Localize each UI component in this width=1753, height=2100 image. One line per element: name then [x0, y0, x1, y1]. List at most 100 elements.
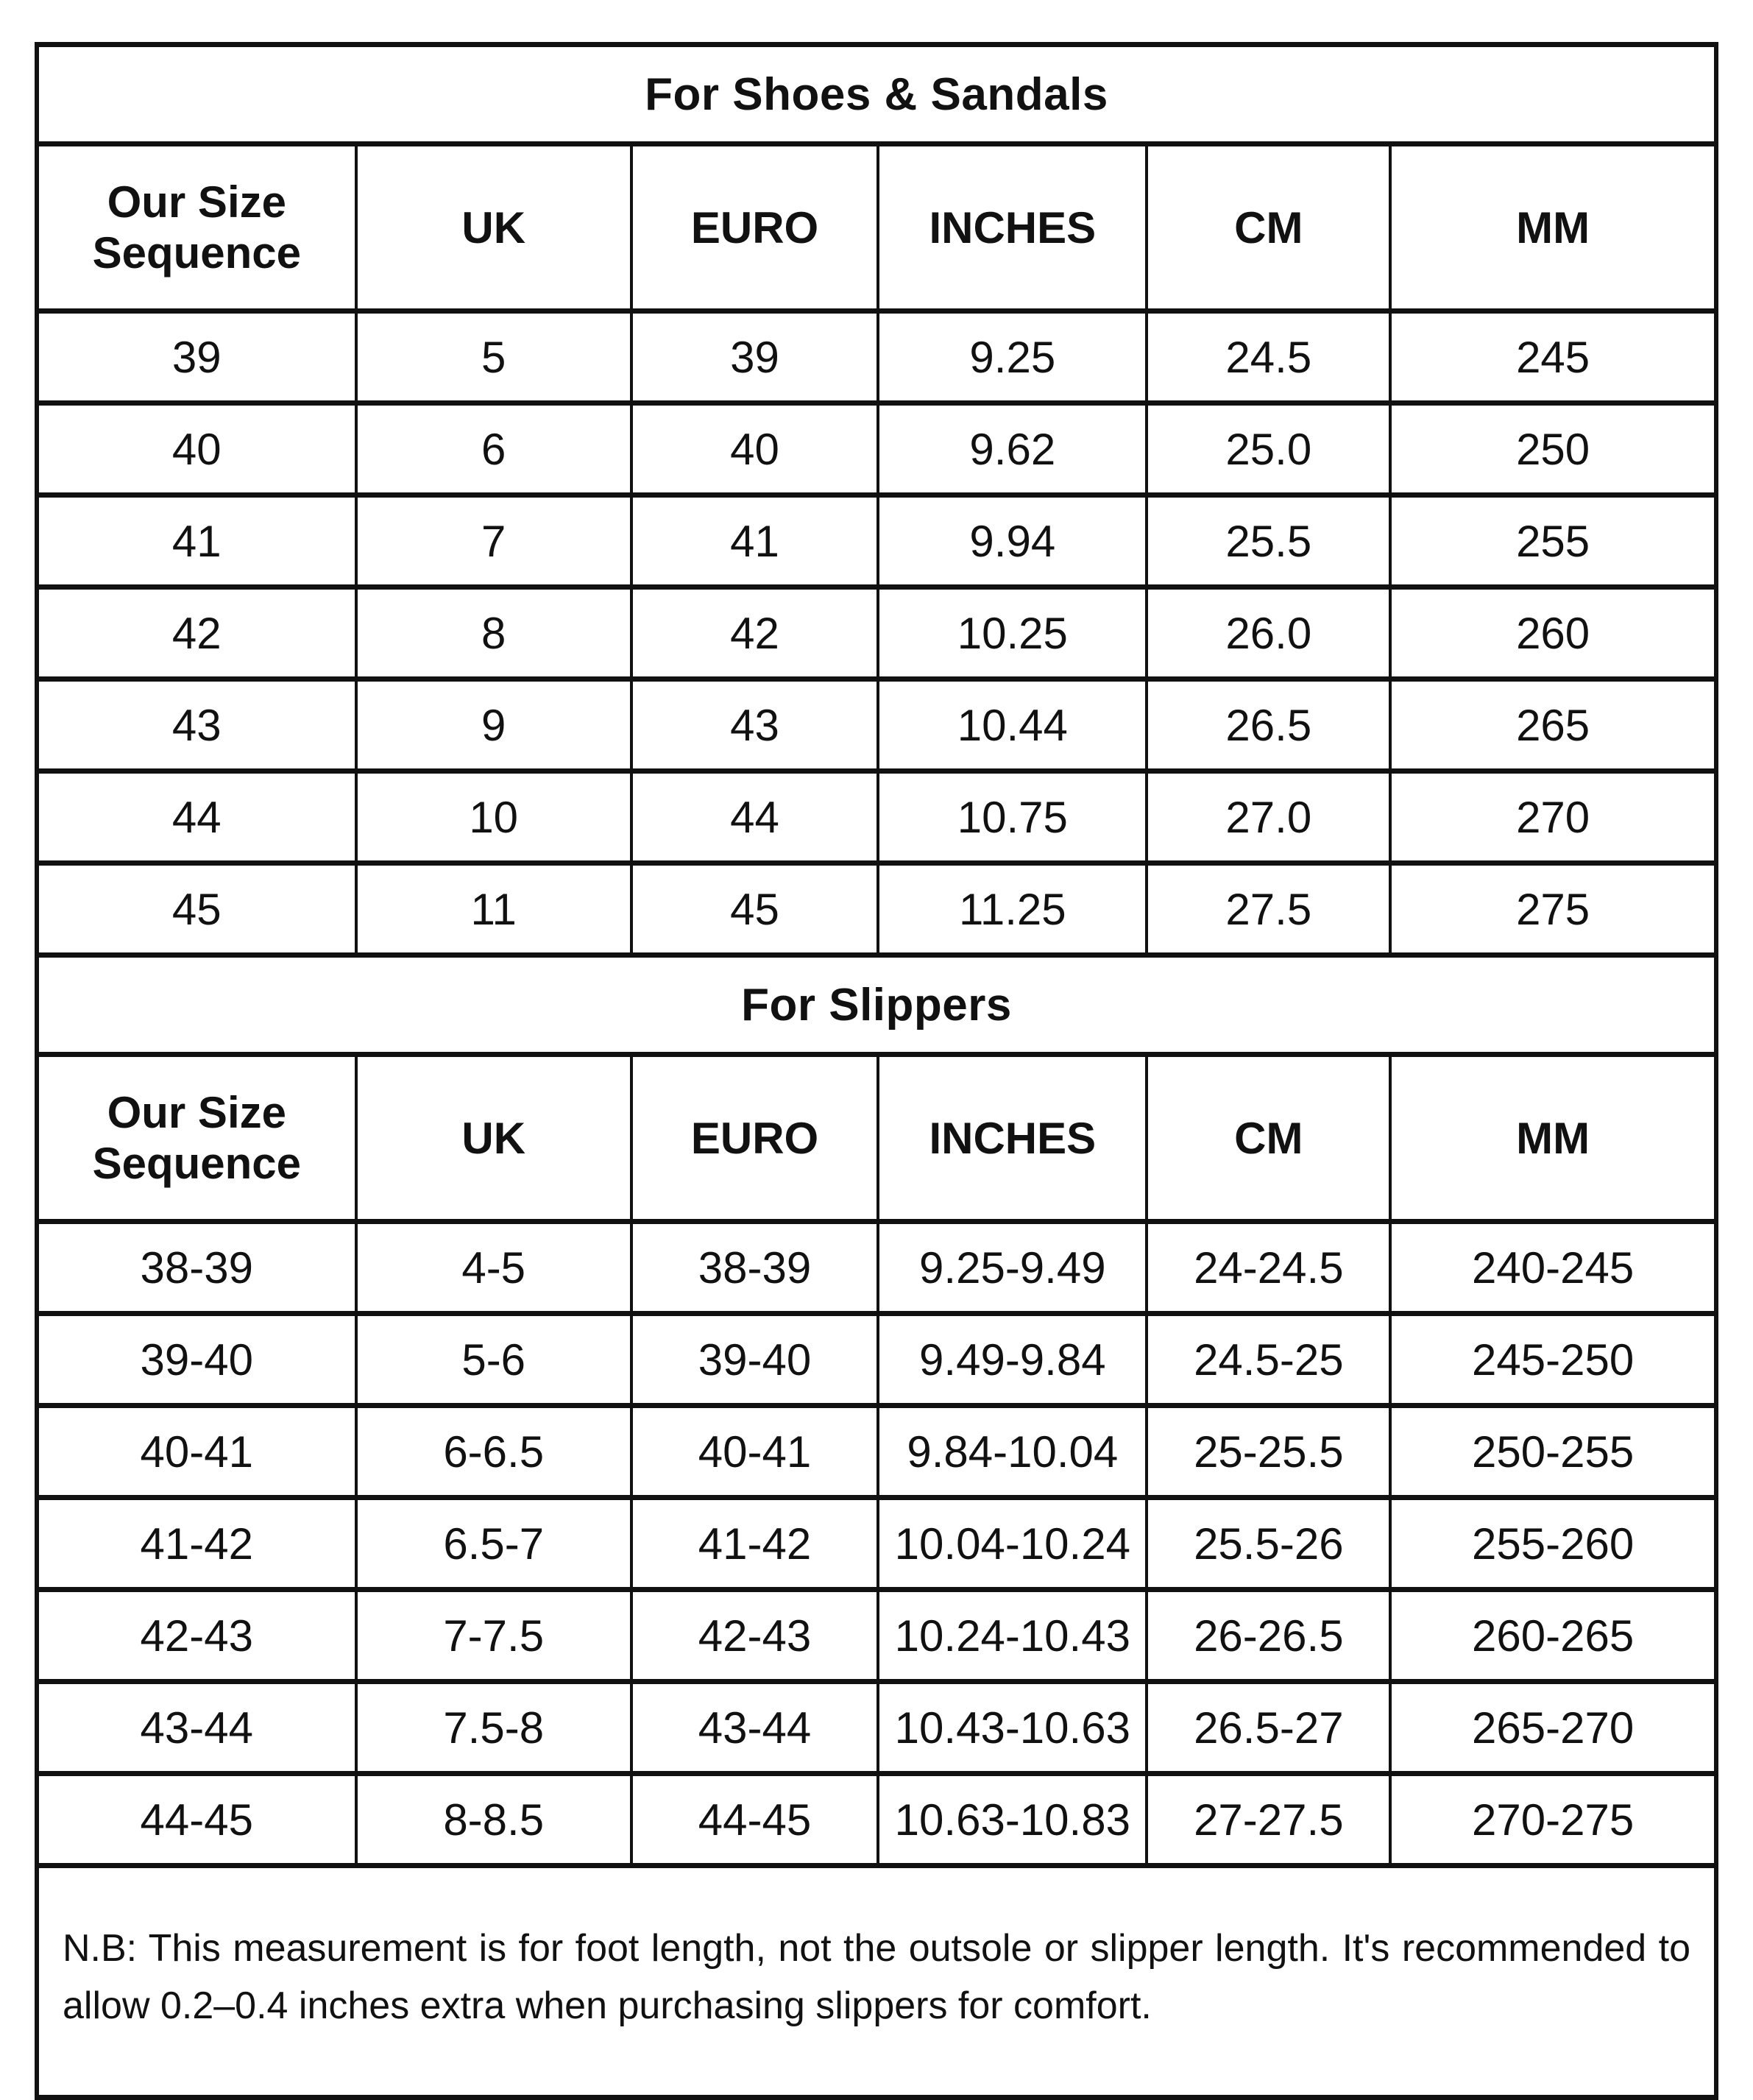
table-cell: 6-6.5 [354, 1403, 633, 1500]
table-cell: 44-45 [35, 1771, 358, 1868]
table-cell: 10.44 [876, 676, 1149, 774]
table-cell: 43-44 [629, 1679, 880, 1776]
table-row: 41 7 41 9.94 25.5 255 [35, 492, 1718, 590]
table-cell: 24-24.5 [1145, 1219, 1392, 1316]
table-cell: 9.62 [876, 400, 1149, 498]
table-cell: 41-42 [35, 1495, 358, 1592]
table-cell: 270 [1389, 768, 1718, 866]
table-cell: 10.25 [876, 584, 1149, 682]
table-cell: 27-27.5 [1145, 1771, 1392, 1868]
table-cell: 44 [629, 768, 880, 866]
slippers-table-body: 38-39 4-5 38-39 9.25-9.49 24-24.5 240-245 39-4… [35, 1219, 1718, 1868]
table-cell: 26.5 [1145, 676, 1392, 774]
column-header: EURO [629, 141, 880, 314]
table-cell: 25-25.5 [1145, 1403, 1392, 1500]
table-cell: 24.5-25 [1145, 1311, 1392, 1408]
table-cell: 9.84-10.04 [876, 1403, 1149, 1500]
column-header: Our Size Sequence [35, 1052, 358, 1224]
table-cell: 39 [35, 308, 358, 406]
table-cell: 39-40 [629, 1311, 880, 1408]
table-cell: 11.25 [876, 860, 1149, 958]
slippers-section-title: For Slippers [35, 952, 1718, 1057]
table-row: 39 5 39 9.25 24.5 245 [35, 308, 1718, 406]
table-cell: 7-7.5 [354, 1587, 633, 1684]
table-cell: 10.04-10.24 [876, 1495, 1149, 1592]
table-cell: 27.0 [1145, 768, 1392, 866]
table-row: 44-45 8-8.5 44-45 10.63-10.83 27-27.5 270-275 [35, 1771, 1718, 1868]
table-cell: 9.94 [876, 492, 1149, 590]
column-header: INCHES [876, 141, 1149, 314]
column-header: Our Size Sequence [35, 141, 358, 314]
table-cell: 24.5 [1145, 308, 1392, 406]
table-cell: 44-45 [629, 1771, 880, 1868]
table-cell: 11 [354, 860, 633, 958]
shoes-table-body: 39 5 39 9.25 24.5 245 40 6 40 9.62 25.0 250 41 7 41 9.9… [35, 308, 1718, 958]
table-cell: 9 [354, 676, 633, 774]
table-cell: 260-265 [1389, 1587, 1718, 1684]
table-cell: 43 [629, 676, 880, 774]
table-cell: 10.63-10.83 [876, 1771, 1149, 1868]
table-cell: 38-39 [629, 1219, 880, 1316]
table-cell: 8-8.5 [354, 1771, 633, 1868]
column-header: INCHES [876, 1052, 1149, 1224]
table-cell: 250-255 [1389, 1403, 1718, 1500]
column-header: CM [1145, 141, 1392, 314]
table-cell: 42-43 [629, 1587, 880, 1684]
shoes-title-row: For Shoes & Sandals [35, 42, 1718, 146]
table-cell: 41-42 [629, 1495, 880, 1592]
shoes-section-title: For Shoes & Sandals [35, 42, 1718, 146]
column-header: UK [354, 141, 633, 314]
table-cell: 39-40 [35, 1311, 358, 1408]
table-cell: 9.25 [876, 308, 1149, 406]
table-cell: 240-245 [1389, 1219, 1718, 1316]
table-row: 40-41 6-6.5 40-41 9.84-10.04 25-25.5 250-255 [35, 1403, 1718, 1500]
table-cell: 45 [35, 860, 358, 958]
table-cell: 43 [35, 676, 358, 774]
table-cell: 255 [1389, 492, 1718, 590]
shoes-section-head: For Shoes & Sandals Our Size Sequence UK E… [35, 42, 1718, 314]
table-cell: 42 [35, 584, 358, 682]
footnote-section: N.B: This measurement is for foot length… [35, 1863, 1718, 2100]
table-cell: 45 [629, 860, 880, 958]
table-row: 42 8 42 10.25 26.0 260 [35, 584, 1718, 682]
footnote-text: N.B: This measurement is for foot length… [35, 1863, 1718, 2100]
table-cell: 7.5-8 [354, 1679, 633, 1776]
column-header: CM [1145, 1052, 1392, 1224]
table-cell: 265 [1389, 676, 1718, 774]
table-cell: 40-41 [629, 1403, 880, 1500]
table-cell: 43-44 [35, 1679, 358, 1776]
footnote-row: N.B: This measurement is for foot length… [35, 1863, 1718, 2100]
column-header: UK [354, 1052, 633, 1224]
table-cell: 245-250 [1389, 1311, 1718, 1408]
table-cell: 6.5-7 [354, 1495, 633, 1592]
table-cell: 10 [354, 768, 633, 866]
table-cell: 25.0 [1145, 400, 1392, 498]
table-cell: 10.24-10.43 [876, 1587, 1149, 1684]
table-cell: 6 [354, 400, 633, 498]
table-cell: 9.25-9.49 [876, 1219, 1149, 1316]
table-cell: 42 [629, 584, 880, 682]
column-header: EURO [629, 1052, 880, 1224]
slippers-header-row: Our Size Sequence UK EURO INCHES CM MM [35, 1052, 1718, 1224]
table-row: 39-40 5-6 39-40 9.49-9.84 24.5-25 245-250 [35, 1311, 1718, 1408]
table-cell: 5 [354, 308, 633, 406]
column-header: MM [1389, 141, 1718, 314]
table-cell: 5-6 [354, 1311, 633, 1408]
table-cell: 38-39 [35, 1219, 358, 1316]
table-row: 43 9 43 10.44 26.5 265 [35, 676, 1718, 774]
table-row: 43-44 7.5-8 43-44 10.43-10.63 26.5-27 265-270 [35, 1679, 1718, 1776]
table-cell: 27.5 [1145, 860, 1392, 958]
table-row: 40 6 40 9.62 25.0 250 [35, 400, 1718, 498]
table-row: 45 11 45 11.25 27.5 275 [35, 860, 1718, 958]
slippers-title-row: For Slippers [35, 952, 1718, 1057]
table-cell: 26.0 [1145, 584, 1392, 682]
table-cell: 255-260 [1389, 1495, 1718, 1592]
slippers-section-head: For Slippers Our Size Sequence UK EURO INCH… [35, 952, 1718, 1224]
table-cell: 42-43 [35, 1587, 358, 1684]
size-chart-table: For Shoes & Sandals Our Size Sequence UK E… [35, 42, 1718, 2100]
table-row: 44 10 44 10.75 27.0 270 [35, 768, 1718, 866]
table-cell: 41 [35, 492, 358, 590]
table-cell: 260 [1389, 584, 1718, 682]
table-cell: 250 [1389, 400, 1718, 498]
table-cell: 26-26.5 [1145, 1587, 1392, 1684]
